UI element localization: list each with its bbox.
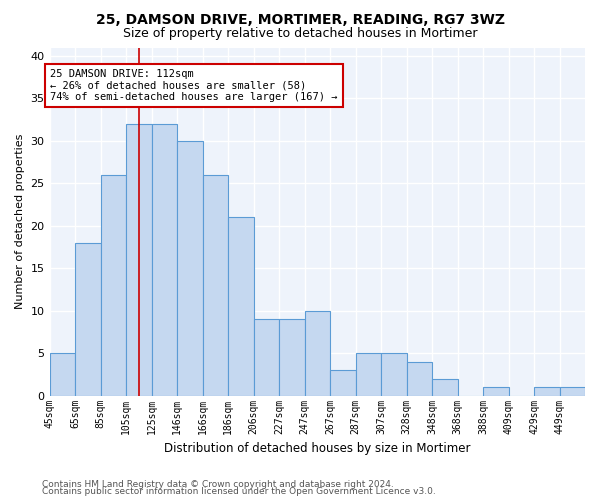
Text: 25, DAMSON DRIVE, MORTIMER, READING, RG7 3WZ: 25, DAMSON DRIVE, MORTIMER, READING, RG7… [95,12,505,26]
Bar [305,310,330,396]
Bar [203,175,228,396]
Bar [126,124,152,396]
Text: 25 DAMSON DRIVE: 112sqm
← 26% of detached houses are smaller (58)
74% of semi-de: 25 DAMSON DRIVE: 112sqm ← 26% of detache… [50,68,338,102]
Bar [356,353,381,396]
Bar [152,124,177,396]
Bar [228,218,254,396]
Bar [75,243,101,396]
Bar [177,141,203,396]
Bar [432,378,458,396]
X-axis label: Distribution of detached houses by size in Mortimer: Distribution of detached houses by size … [164,442,470,455]
Text: Contains public sector information licensed under the Open Government Licence v3: Contains public sector information licen… [42,487,436,496]
Bar [560,387,585,396]
Bar [50,353,75,396]
Bar [407,362,432,396]
Text: Size of property relative to detached houses in Mortimer: Size of property relative to detached ho… [123,28,477,40]
Bar [101,175,126,396]
Bar [330,370,356,396]
Y-axis label: Number of detached properties: Number of detached properties [15,134,25,310]
Bar [254,319,279,396]
Bar [534,387,560,396]
Bar [381,353,407,396]
Text: Contains HM Land Registry data © Crown copyright and database right 2024.: Contains HM Land Registry data © Crown c… [42,480,394,489]
Bar [279,319,305,396]
Bar [483,387,509,396]
